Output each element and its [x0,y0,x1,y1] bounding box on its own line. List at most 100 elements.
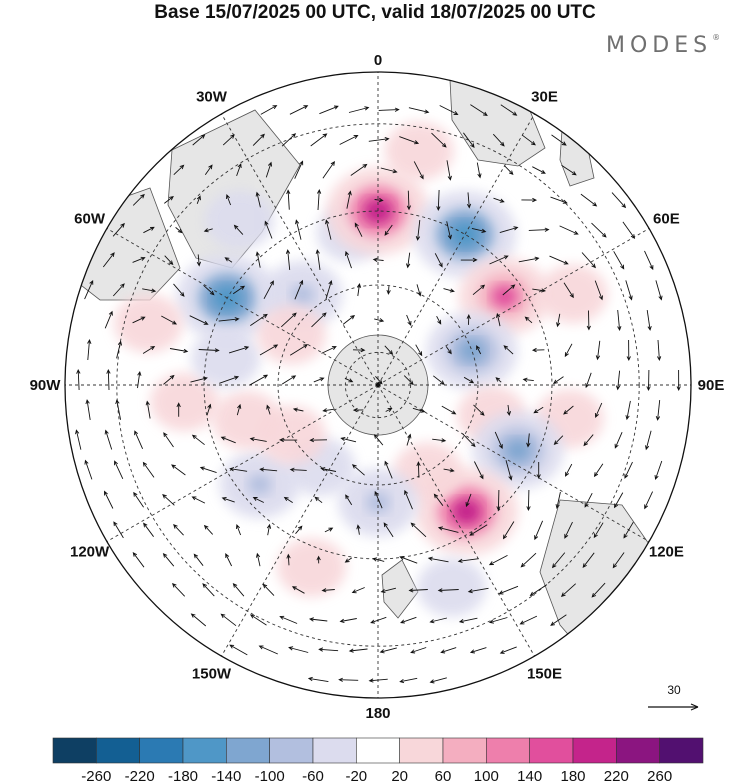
wind-arrow [294,160,304,179]
wind-arrow [526,489,531,512]
pole-marker [375,382,381,388]
wind-arrow [142,288,157,293]
wind-arrow [582,552,595,569]
colorbar-swatch [572,737,617,764]
wind-arrow [84,459,93,480]
colorbar-tick-label: 100 [474,768,499,783]
reference-vector-label: 30 [667,683,681,697]
wind-arrow [622,221,636,239]
wind-arrow [440,647,457,654]
wind-arrow [384,460,393,479]
meridian-label: 30W [196,89,228,106]
wind-arrow [192,134,206,146]
anomaly-cell [384,121,454,181]
wind-arrow [255,552,261,567]
wind-arrow [561,164,577,176]
wind-arrow [199,466,217,474]
meridian-label: 150E [527,665,562,682]
wind-arrow [317,188,322,211]
latitude-circle [203,210,553,560]
meridian-label: 150W [192,665,232,682]
modes-logo: MODES® [606,33,720,58]
wind-arrow [346,190,352,209]
wind-arrow [380,167,398,174]
registered-mark: ® [712,33,721,42]
wind-arrow [286,189,291,210]
wind-arrow [384,345,394,355]
wind-arrow [489,255,509,265]
wind-arrow [488,617,508,624]
wind-arrow [294,279,304,300]
wind-arrow [446,160,452,181]
wind-arrow [374,197,384,203]
wind-arrow [526,433,531,448]
wind-arrow [162,494,175,506]
wind-arrow [356,524,361,535]
wind-arrow [280,312,297,328]
anomaly-outer [212,390,282,450]
wind-arrow [626,339,631,362]
wind-arrow [551,134,567,146]
meridian-label: 60E [653,211,680,228]
wind-arrow [502,284,516,296]
wind-arrow [443,288,455,293]
wind-arrow [321,588,335,593]
wind-arrow [291,586,305,594]
wind-arrow [617,309,622,332]
wind-arrow [378,107,400,112]
wind-arrow [380,587,397,594]
map-title: Base 15/07/2025 00 UTC, valid 18/07/2025… [154,2,596,23]
anomaly-cell [212,390,282,450]
wind-arrow [262,583,275,596]
wind-arrow [173,524,184,536]
colorbar-swatch [529,737,574,764]
wind-arrow [228,346,250,354]
wind-arrow [133,491,144,508]
wind-arrow [338,677,359,682]
wind-arrow [279,615,298,624]
wind-arrow [143,522,154,537]
wind-arrow [429,617,448,624]
wind-arrow [229,644,248,656]
wind-vectors [75,104,681,684]
wind-arrow [581,252,596,269]
wind-arrow [281,375,297,385]
wind-arrow [441,405,457,415]
colorbar-tick-label: -260 [81,768,111,783]
wind-arrow [283,496,293,503]
wind-arrow [434,253,443,268]
wind-arrow [522,134,536,146]
wind-arrow [476,162,482,179]
anomaly-core [491,285,518,308]
wind-arrow [314,496,323,504]
wind-arrow [203,284,215,296]
wind-arrow [204,164,213,176]
wind-arrow [534,520,544,541]
wind-arrow [191,434,205,446]
wind-arrow [536,462,541,480]
anomaly-core [248,474,272,495]
wind-arrow [307,676,329,683]
colorbar-swatch [399,737,444,764]
wind-arrow [506,404,512,417]
wind-arrow [295,219,302,240]
wind-arrow [655,400,661,421]
wind-arrow [221,496,235,503]
wind-arrow [137,370,142,389]
wind-arrow [255,191,261,208]
wind-arrow [250,313,268,326]
reference-vector-head [690,703,699,711]
wind-arrow [196,254,202,267]
wind-arrow [265,161,273,178]
wind-arrow [519,615,538,625]
wind-arrow [386,286,391,295]
wind-arrow [655,280,663,301]
wind-arrow [252,133,265,146]
wind-arrow [467,587,489,594]
wind-arrow [439,105,459,115]
wind-arrow [145,400,151,419]
wind-arrow [163,374,175,385]
wind-arrow [258,645,278,655]
wind-arrow [350,163,368,176]
wind-arrow [345,494,353,506]
